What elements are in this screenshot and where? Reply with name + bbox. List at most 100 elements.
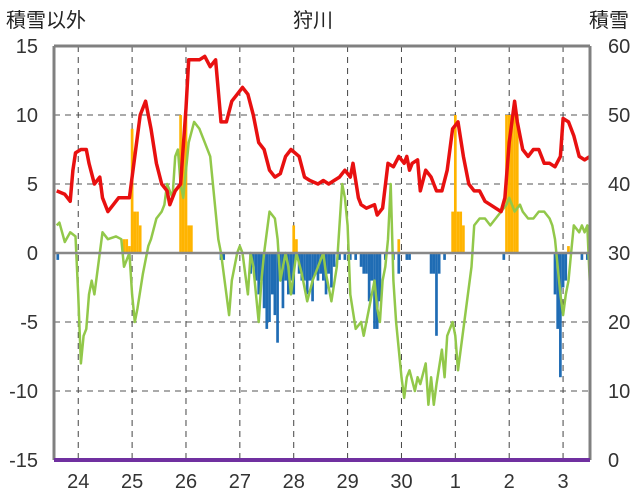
snowfall-bar	[133, 211, 137, 253]
snowfall-bar	[451, 211, 454, 253]
y-left-tick-label: -15	[9, 450, 38, 472]
y-left-tick-label: 10	[16, 105, 38, 127]
y-left-tick-label: 5	[27, 174, 38, 196]
y-right-tick-label: 20	[608, 312, 630, 334]
x-tick-label: 2	[504, 471, 515, 493]
snow_change_negative-bar	[251, 253, 255, 267]
y-right-tick-label: 50	[608, 105, 630, 127]
snowfall-bar	[187, 225, 191, 253]
snow_change_negative-bar	[580, 253, 584, 260]
snowfall-bar	[453, 115, 457, 253]
snow_change_negative-bar	[432, 253, 436, 274]
y-right-tick-label: 30	[608, 243, 630, 265]
snow_change_negative-bar	[556, 253, 560, 329]
snow_change_negative-bar	[359, 253, 363, 267]
snow_change_negative-bar	[354, 253, 358, 260]
snow_change_negative-bar	[327, 253, 331, 274]
snow_change_negative-bar	[367, 253, 371, 302]
snowfall-bar	[459, 211, 463, 253]
axes	[52, 44, 592, 462]
y-right-tick-label: 60	[608, 36, 630, 58]
snow_change_negative-bar	[559, 253, 562, 378]
snow_change_negative-bar	[561, 253, 565, 288]
x-tick-label: 3	[558, 471, 569, 493]
y-right-tick-label: 40	[608, 174, 630, 196]
snow_change_negative-bar	[375, 253, 379, 329]
snowfall-bar	[295, 239, 298, 253]
snow_change_negative-bar	[289, 253, 293, 281]
snow_change_negative-bar	[343, 253, 347, 260]
snow_change_negative-bar	[300, 253, 304, 281]
snow_change_negative-bar	[435, 253, 438, 336]
y-left-tick-label: 0	[27, 243, 38, 265]
snow_change_negative-bar	[502, 253, 506, 260]
snow_change_negative-bar	[348, 253, 352, 260]
x-tick-label: 1	[450, 471, 461, 493]
snowfall-bar	[184, 115, 188, 253]
snow_change_negative-bar	[254, 253, 258, 281]
x-tick-label: 26	[175, 471, 197, 493]
snow_change_negative-bar	[378, 253, 382, 302]
snow_change_negative-bar	[268, 253, 271, 322]
snow_change_negative-bar	[313, 253, 317, 274]
snow_change_negative-bar	[330, 253, 333, 288]
snowfall-bar	[507, 115, 511, 253]
snow_change_negative-bar	[305, 253, 309, 295]
snow_change_negative-bar	[222, 253, 226, 260]
y-left-tick-label: -10	[9, 381, 38, 403]
snow_change_negative-bar	[284, 253, 287, 281]
snow_change_negative-bar	[56, 253, 60, 260]
x-tick-label: 24	[67, 471, 89, 493]
snowfall-bar	[513, 115, 516, 253]
snowfall-bar	[190, 225, 193, 253]
snowfall-bar	[567, 246, 570, 253]
snow_depth-line	[56, 54, 591, 217]
snow_change_negative-bar	[362, 253, 366, 274]
snow_change_negative-bar	[273, 253, 277, 316]
y-right-tick-label: 10	[608, 381, 630, 403]
x-tick-label: 28	[283, 471, 305, 493]
chart-title: 狩川	[293, 8, 333, 32]
snow_change_negative-bar	[397, 253, 401, 274]
snowfall-bar	[510, 115, 514, 253]
snow_change_negative-bar	[257, 253, 261, 295]
snow_change_negative-bar	[443, 253, 446, 260]
x-tick-label: 30	[390, 471, 412, 493]
y-left-tick-label: 15	[16, 36, 38, 58]
snow_change_negative-bar	[265, 253, 269, 329]
snow_change_negative-bar	[311, 253, 314, 302]
snow_change_negative-bar	[332, 253, 336, 267]
snow_change_negative-bar	[338, 253, 341, 260]
snowfall-bar	[138, 225, 142, 253]
left-axis-title: 積雪以外	[6, 8, 86, 32]
y-left-tick-label: -5	[20, 312, 38, 334]
snow_change_negative-bar	[365, 253, 368, 274]
snow_change_negative-bar	[405, 253, 409, 260]
snow_change_negative-bar	[429, 253, 433, 274]
snow_change_negative-bar	[437, 253, 441, 274]
snow_change_negative-bar	[370, 253, 374, 281]
gridlines	[54, 46, 590, 460]
snowfall-bar	[128, 246, 131, 253]
snow_change_negative-bar	[270, 253, 274, 295]
snowfall-bar	[515, 115, 519, 253]
snow_change_negative-bar	[276, 253, 279, 343]
snow_change_negative-bar	[322, 253, 325, 281]
snow_change_negative-bar	[260, 253, 263, 281]
snow_change_negative-bar	[281, 253, 285, 309]
right-axis-title: 積雪	[589, 8, 629, 32]
snowfall-bar	[136, 211, 139, 253]
x-tick-label: 25	[121, 471, 143, 493]
x-tick-label: 29	[336, 471, 358, 493]
snowfall-bar	[125, 239, 129, 253]
snowfall-bar	[130, 128, 134, 253]
snow_change_negative-bar	[564, 253, 568, 281]
snow_change_negative-bar	[262, 253, 266, 309]
snow_change_negative-bar	[303, 253, 306, 281]
snow_change_negative-bar	[553, 253, 557, 295]
snow_change_negative-bar	[408, 253, 411, 260]
x-tick-label: 27	[229, 471, 251, 493]
snowfall-bar	[292, 225, 296, 253]
